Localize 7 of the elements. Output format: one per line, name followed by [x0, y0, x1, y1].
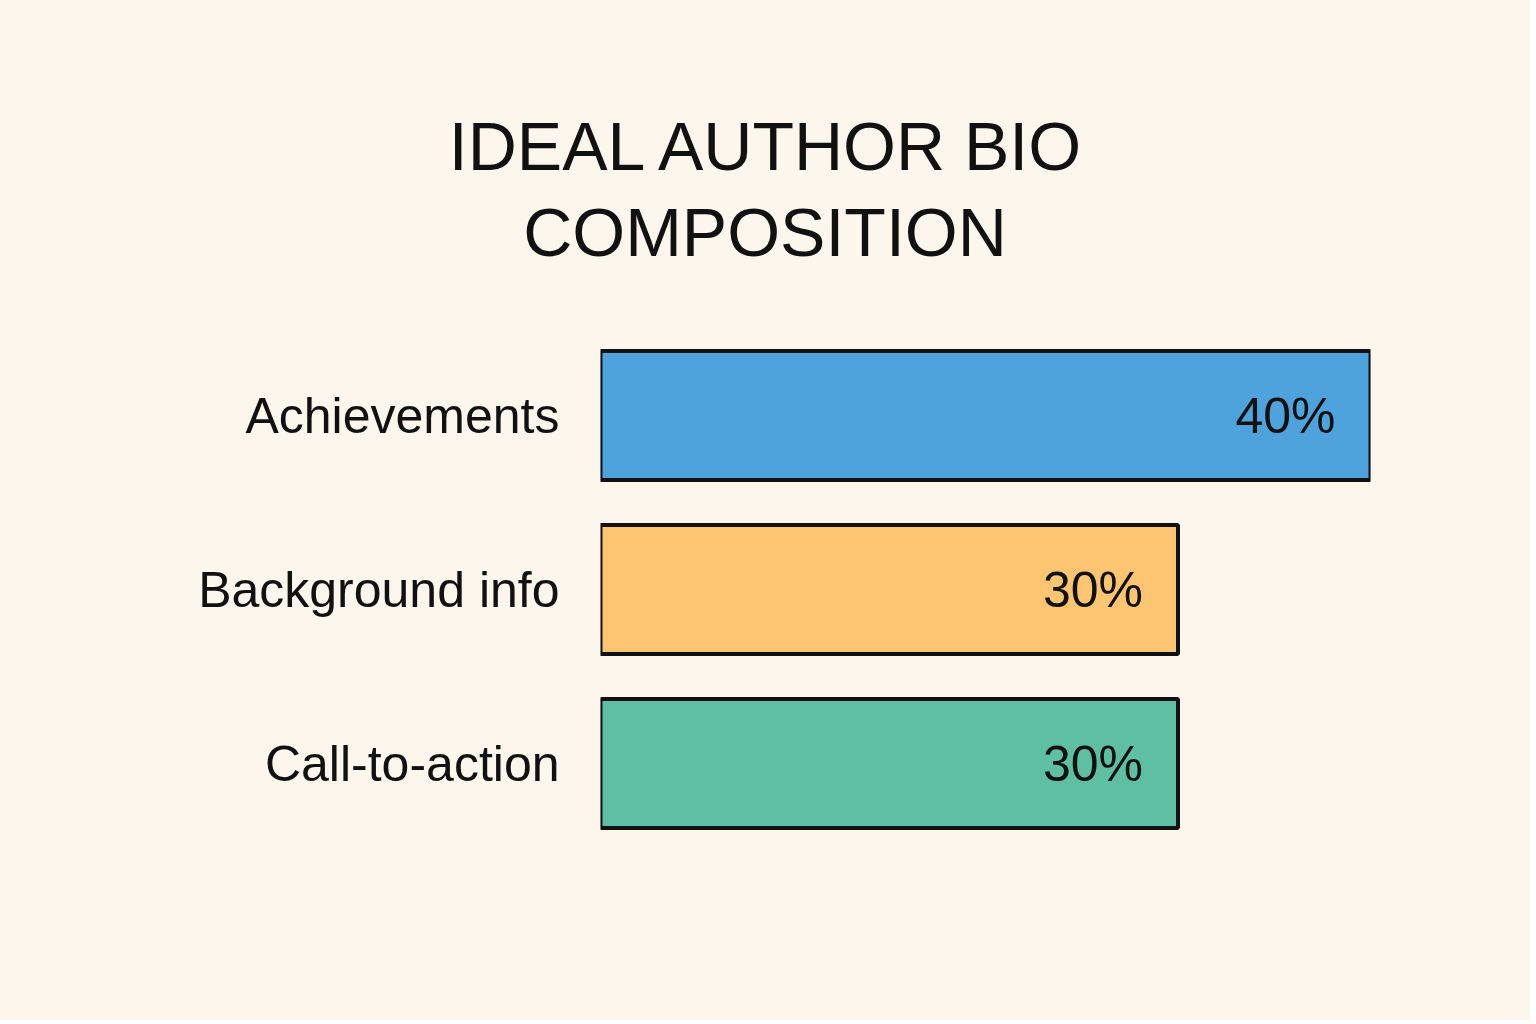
y-tick-label: Background info [198, 561, 560, 618]
y-tick-label: Call-to-action [264, 735, 560, 792]
chart-title: IDEAL AUTHOR BIO COMPOSITION [448, 107, 1082, 272]
data-label: 40% [1235, 387, 1336, 444]
data-label: 30% [1042, 735, 1143, 792]
y-tick-label: Achievements [245, 387, 560, 444]
data-label: 30% [1042, 561, 1143, 618]
